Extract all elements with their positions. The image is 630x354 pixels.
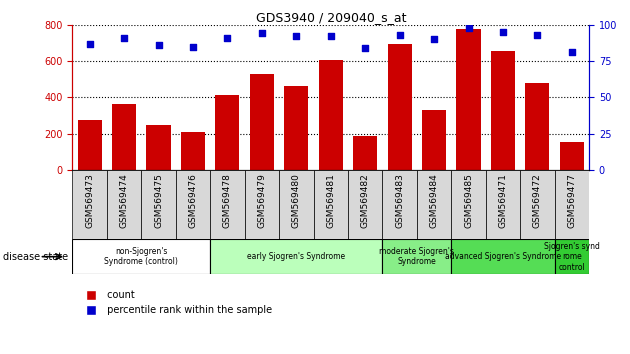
Point <box>222 35 232 41</box>
Point <box>188 44 198 49</box>
Bar <box>250 74 274 170</box>
Bar <box>319 60 343 170</box>
Bar <box>554 170 589 239</box>
Text: advanced Sjogren's Syndrome: advanced Sjogren's Syndrome <box>445 252 561 261</box>
Bar <box>387 44 411 170</box>
Bar <box>451 170 486 239</box>
Bar <box>72 170 107 239</box>
Bar <box>348 170 382 239</box>
Point <box>429 36 439 42</box>
Bar <box>554 239 589 274</box>
Legend:  count,  percentile rank within the sample: count, percentile rank within the sample <box>77 286 275 319</box>
Point <box>567 50 577 55</box>
Text: non-Sjogren's
Syndrome (control): non-Sjogren's Syndrome (control) <box>105 247 178 266</box>
Text: moderate Sjogren's
Syndrome: moderate Sjogren's Syndrome <box>379 247 454 266</box>
Bar <box>147 125 171 170</box>
Bar <box>417 170 451 239</box>
Point <box>498 29 508 35</box>
Text: GSM569473: GSM569473 <box>85 173 94 228</box>
Bar <box>525 83 549 170</box>
Bar <box>457 29 481 170</box>
Bar <box>486 170 520 239</box>
Text: GSM569485: GSM569485 <box>464 173 473 228</box>
Point <box>291 34 301 39</box>
Text: GSM569476: GSM569476 <box>188 173 197 228</box>
Bar <box>77 120 101 170</box>
Bar <box>210 239 382 274</box>
Bar <box>520 170 554 239</box>
Bar <box>451 239 554 274</box>
Bar <box>215 95 239 170</box>
Text: GSM569471: GSM569471 <box>498 173 507 228</box>
Bar <box>491 51 515 170</box>
Point <box>257 31 267 36</box>
Bar <box>176 170 210 239</box>
Point <box>394 32 404 38</box>
Bar <box>382 170 417 239</box>
Bar <box>353 136 377 170</box>
Text: GSM569479: GSM569479 <box>258 173 266 228</box>
Point <box>154 42 164 48</box>
Bar <box>141 170 176 239</box>
Bar <box>107 170 141 239</box>
Text: GSM569472: GSM569472 <box>533 173 542 228</box>
Text: GSM569478: GSM569478 <box>223 173 232 228</box>
Bar <box>382 239 451 274</box>
Point <box>119 35 129 41</box>
Text: GSM569477: GSM569477 <box>568 173 576 228</box>
Text: Sjogren's synd
rome
control: Sjogren's synd rome control <box>544 242 600 272</box>
Bar <box>210 170 244 239</box>
Text: GSM569481: GSM569481 <box>326 173 335 228</box>
Bar <box>112 104 136 170</box>
Bar <box>560 142 584 170</box>
Text: GSM569482: GSM569482 <box>361 173 370 228</box>
Text: early Sjogren's Syndrome: early Sjogren's Syndrome <box>247 252 345 261</box>
Bar <box>72 239 210 274</box>
Text: GSM569475: GSM569475 <box>154 173 163 228</box>
Title: GDS3940 / 209040_s_at: GDS3940 / 209040_s_at <box>256 11 406 24</box>
Point <box>464 25 474 30</box>
Text: GSM569480: GSM569480 <box>292 173 301 228</box>
Point <box>326 34 336 39</box>
Text: GSM569484: GSM569484 <box>430 173 438 228</box>
Point <box>532 32 542 38</box>
Text: disease state: disease state <box>3 252 68 262</box>
Text: GSM569483: GSM569483 <box>395 173 404 228</box>
Bar <box>284 86 308 170</box>
Bar <box>181 132 205 170</box>
Point <box>84 41 94 46</box>
Bar <box>279 170 314 239</box>
Bar <box>314 170 348 239</box>
Bar <box>422 110 446 170</box>
Text: GSM569474: GSM569474 <box>120 173 129 228</box>
Bar <box>244 170 279 239</box>
Point <box>360 45 370 51</box>
